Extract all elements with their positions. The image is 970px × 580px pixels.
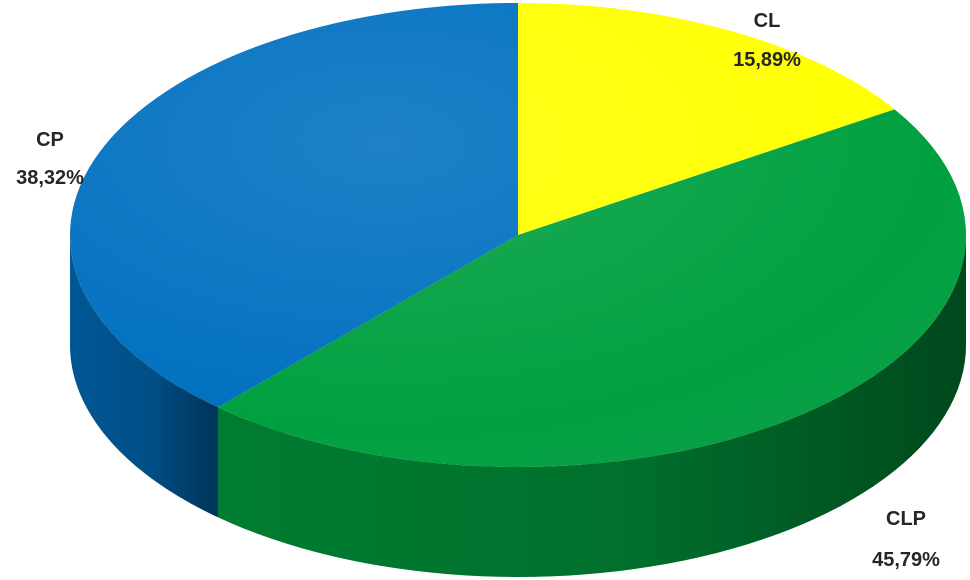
slice-label-cl-value: 15,89% bbox=[733, 49, 801, 71]
slice-label-clp-value: 45,79% bbox=[872, 549, 940, 571]
data-labels: CL 15,89% CLP 45,79% CP 38,32% bbox=[16, 10, 940, 571]
slice-label-clp-name: CLP bbox=[886, 508, 926, 530]
slice-side-shade-clp bbox=[217, 235, 966, 577]
slice-side-shade-cp bbox=[70, 235, 218, 518]
pie-top bbox=[69, 2, 966, 467]
slice-label-cl-name: CL bbox=[754, 10, 781, 32]
slice-label-cp-name: CP bbox=[36, 129, 64, 151]
pie-top-highlight bbox=[70, 3, 966, 467]
slice-label-cp-value: 38,32% bbox=[16, 167, 84, 189]
pie-sides bbox=[70, 235, 966, 577]
